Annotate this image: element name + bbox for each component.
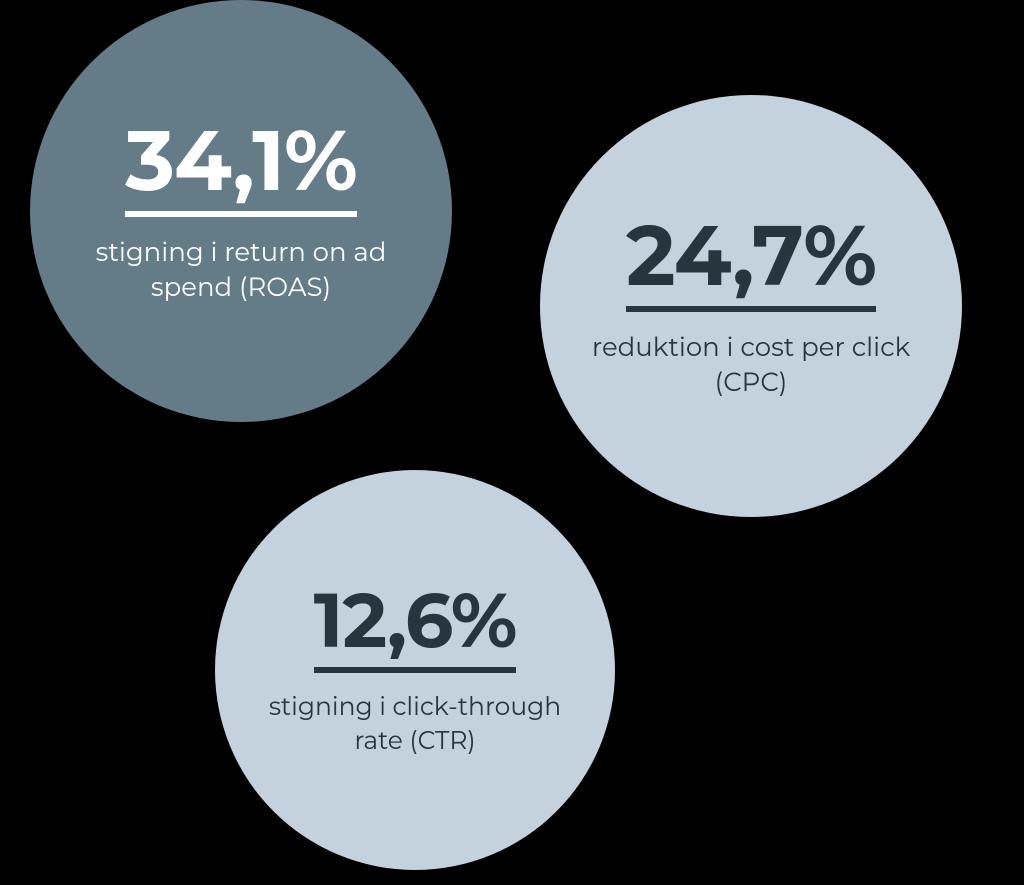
stat-value-roas: 34,1% <box>125 117 357 217</box>
stat-description-ctr: stigning i click-through rate (CTR) <box>245 691 585 759</box>
stat-circle-ctr: 12,6% stigning i click-through rate (CTR) <box>215 470 615 870</box>
stat-description-roas: stigning i return on ad spend (ROAS) <box>62 235 421 305</box>
stat-circle-cpc: 24,7% reduktion i cost per click (CPC) <box>540 95 962 517</box>
stat-value-cpc: 24,7% <box>626 212 876 312</box>
stat-circle-roas: 34,1% stigning i return on ad spend (ROAS… <box>30 0 452 422</box>
stat-value-ctr: 12,6% <box>314 581 517 673</box>
stat-description-cpc: reduktion i cost per click (CPC) <box>572 330 931 400</box>
